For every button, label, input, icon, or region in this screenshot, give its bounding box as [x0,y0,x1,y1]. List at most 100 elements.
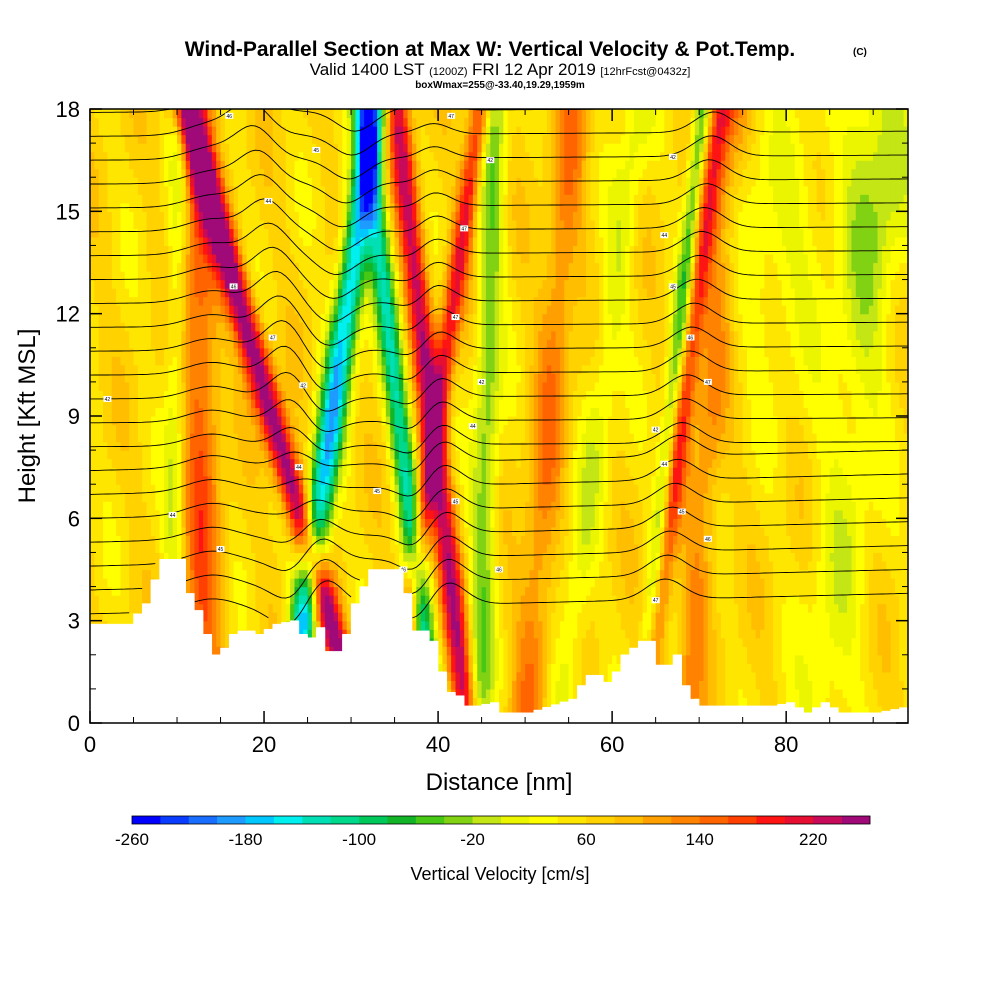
field-cell [385,330,391,340]
field-cell [224,612,230,622]
field-cell [133,475,139,485]
field-cell [338,211,343,221]
field-cell [338,364,343,374]
field-cell [237,168,243,178]
field-cell [316,467,322,477]
field-cell [250,381,256,392]
field-cell [264,450,269,460]
field-cell [255,177,261,187]
field-cell [216,646,222,656]
field-cell [264,492,269,502]
field-cell [329,296,335,306]
field-cell [381,356,387,366]
field-cell [372,467,378,477]
field-cell [377,330,383,340]
field-cell [303,185,309,195]
field-cell [142,364,148,374]
field-cell [351,143,357,153]
field-cell [285,143,291,153]
field-cell [246,305,252,315]
field-cell [159,441,165,451]
field-cell [203,560,209,571]
field-cell [107,219,113,229]
field-cell [355,501,361,511]
field-cell [338,569,343,579]
field-cell [224,194,230,204]
field-cell [103,356,108,366]
field-cell [250,228,256,238]
field-cell [324,151,330,161]
field-cell [303,279,309,289]
field-cell [211,177,217,187]
field-cell [307,381,313,392]
field-cell [377,433,383,443]
field-cell [216,211,222,221]
field-cell [342,271,348,281]
field-cell [90,330,95,340]
field-cell [368,245,374,255]
field-cell [137,560,143,571]
field-cell [303,356,309,366]
field-cell [120,543,126,554]
field-cell [168,518,174,528]
field-cell [329,339,335,349]
field-cell [103,364,108,374]
field-cell [103,236,108,247]
field-cell [159,467,165,477]
field-cell [90,245,95,255]
field-cell [351,347,357,357]
field-cell [216,560,222,571]
field-cell [90,322,95,332]
field-cell [320,151,326,161]
field-cell [220,151,226,161]
field-cell [198,475,204,485]
field-cell [181,543,187,554]
field-cell [364,364,370,374]
field-cell [290,151,296,161]
field-cell [290,117,296,127]
field-cell [94,151,100,161]
field-cell [159,219,165,229]
field-cell [294,339,300,349]
field-cell [359,117,365,127]
field-cell [107,458,113,468]
field-cell [333,535,339,545]
field-cell [303,595,309,605]
field-cell [146,228,152,238]
field-cell [159,339,165,349]
field-cell [103,126,108,136]
field-cell [385,279,391,289]
field-cell [137,134,143,144]
field-cell [364,228,370,238]
field-cell [211,109,217,119]
field-cell [303,552,309,562]
field-cell [185,450,191,460]
field-cell [277,126,283,136]
field-cell [285,390,291,400]
field-cell [185,330,191,340]
field-cell [290,288,296,298]
field-cell [120,134,126,144]
field-cell [137,416,143,426]
field-cell [124,151,130,161]
field-cell [342,313,348,323]
field-cell [285,177,291,187]
field-cell [355,433,361,443]
field-cell [324,509,330,519]
field-cell [324,373,330,383]
field-cell [342,143,348,153]
field-cell [246,177,252,187]
field-cell [385,450,391,460]
field-cell [103,160,108,170]
field-cell [103,109,108,119]
field-cell [155,509,161,519]
field-cell [224,330,230,340]
field-cell [142,586,148,596]
field-cell [316,322,322,332]
field-cell [163,390,169,400]
field-cell [211,467,217,477]
field-cell [338,313,343,323]
field-cell [316,509,322,519]
field-cell [181,262,187,272]
field-cell [163,398,169,409]
